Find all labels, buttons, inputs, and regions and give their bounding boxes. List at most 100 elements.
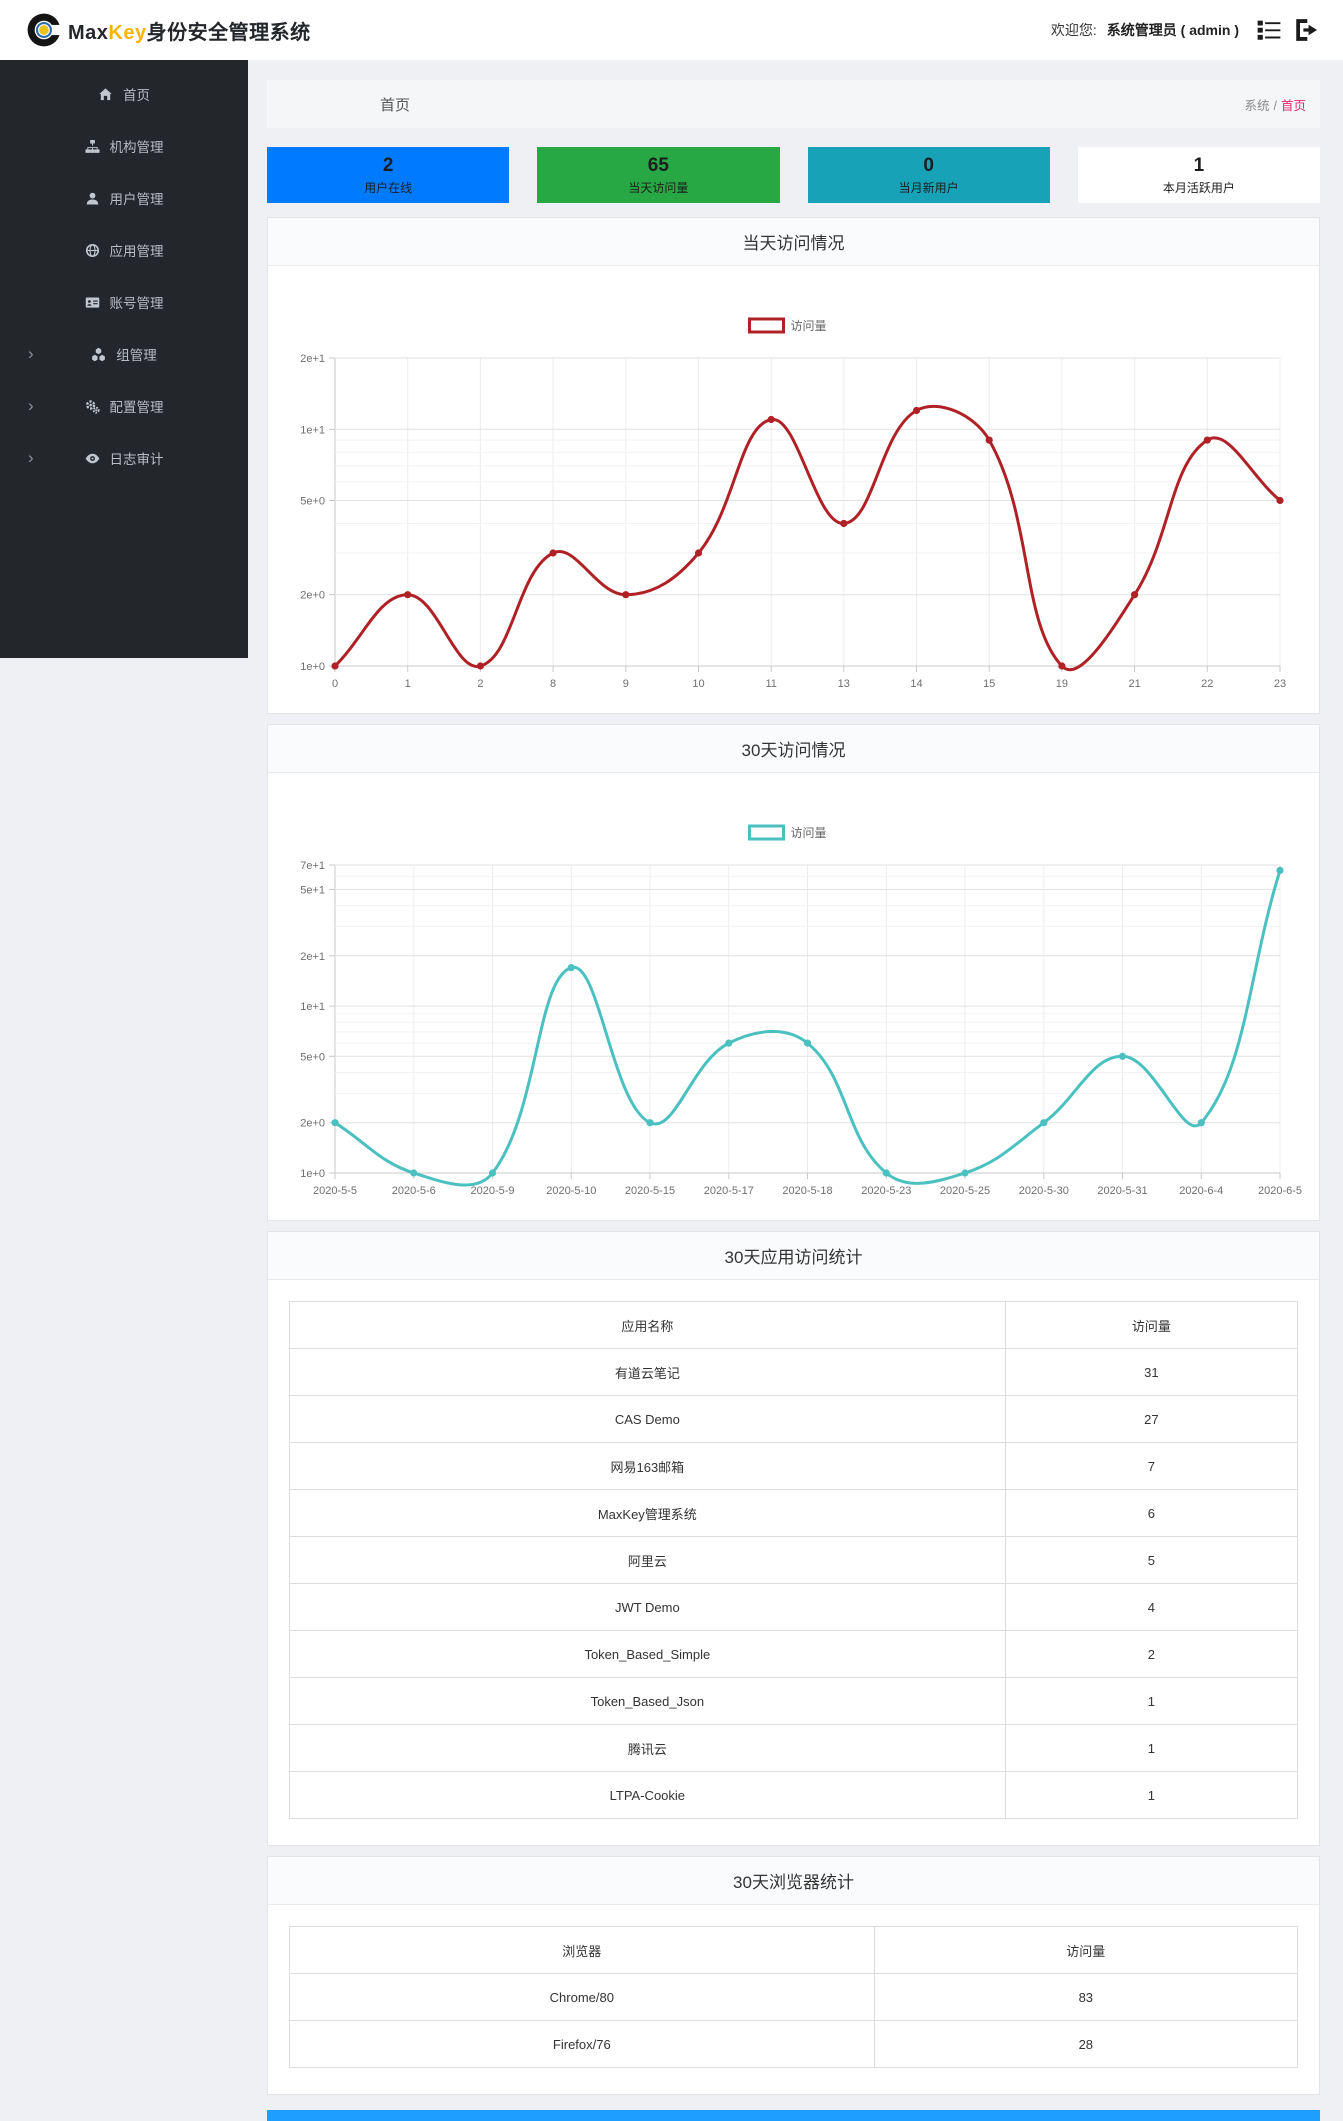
maxkey-logo-icon xyxy=(26,11,64,49)
panel-title: 30天应用访问统计 xyxy=(268,1232,1319,1280)
svg-text:2e+0: 2e+0 xyxy=(300,1118,325,1130)
chevron-right-icon: › xyxy=(28,343,34,363)
table-cell: 31 xyxy=(1004,1348,1299,1396)
svg-text:1e+0: 1e+0 xyxy=(300,1168,325,1180)
svg-text:2020-5-31: 2020-5-31 xyxy=(1097,1185,1147,1197)
svg-text:2020-5-6: 2020-5-6 xyxy=(392,1185,436,1197)
svg-text:2020-5-17: 2020-5-17 xyxy=(704,1185,754,1197)
svg-text:2020-5-10: 2020-5-10 xyxy=(546,1185,596,1197)
svg-text:5e+0: 5e+0 xyxy=(300,496,325,508)
data-point xyxy=(1276,496,1284,505)
table-cell: 1 xyxy=(1004,1677,1299,1725)
stat-card-online-users[interactable]: 2 用户在线 xyxy=(267,147,510,203)
sidebar-item-config[interactable]: › 配置管理 xyxy=(0,380,248,432)
svg-text:2020-5-9: 2020-5-9 xyxy=(470,1185,514,1197)
breadcrumb-current[interactable]: 首页 xyxy=(1280,98,1306,113)
table-cell: 阿里云 xyxy=(289,1536,1006,1584)
svg-text:2e+1: 2e+1 xyxy=(300,951,325,963)
sidebar-item-home[interactable]: 首页 xyxy=(0,68,248,120)
data-point xyxy=(476,662,484,670)
current-username: 系统管理员 ( admin ) xyxy=(1106,22,1239,38)
panel-body: 应用名称 访问量 有道云笔记 31 CAS Demo 27 网易163邮箱 7 MaxKey管理… xyxy=(268,1301,1319,1819)
id-card-icon xyxy=(85,295,100,310)
svg-text:0: 0 xyxy=(332,678,338,690)
data-point xyxy=(767,415,775,424)
brand-title: MaxKey身份安全管理系统 xyxy=(68,21,311,44)
svg-text:2020-5-25: 2020-5-25 xyxy=(940,1185,990,1197)
data-point xyxy=(1058,662,1066,670)
panel-body: 浏览器 访问量 Chrome/80 83 Firefox/76 28 xyxy=(268,1926,1319,2068)
panel-table-1: 30天浏览器统计 浏览器 访问量 Chrome/80 83 Firefox/76 28 xyxy=(267,1856,1320,2095)
table-row: LTPA-Cookie 1 xyxy=(289,1771,1299,1819)
svg-text:21: 21 xyxy=(1128,678,1140,690)
svg-text:2e+1: 2e+1 xyxy=(300,353,325,365)
table-cell: 网易163邮箱 xyxy=(289,1442,1006,1490)
cubes-icon xyxy=(91,347,106,362)
svg-text:8: 8 xyxy=(550,678,556,690)
table-row: 网易163邮箱 7 xyxy=(289,1442,1299,1490)
stat-label: 当月新用户 xyxy=(898,181,959,195)
stat-card-month-new-users[interactable]: 0 当月新用户 xyxy=(807,147,1050,203)
sidebar-item-org[interactable]: 机构管理 xyxy=(0,120,248,172)
stat-value: 1 xyxy=(1193,155,1205,176)
session-list-icon[interactable] xyxy=(1255,17,1282,44)
stat-label: 本月活跃用户 xyxy=(1162,181,1235,195)
svg-text:10: 10 xyxy=(692,678,704,690)
line-chart: 2e+1 1e+1 5e+0 2e+0 1e+0 0 1 2 8 9 10 11 13 14 15 19 21 2… xyxy=(300,317,1286,690)
table-cell: 1 xyxy=(1004,1724,1299,1772)
svg-text:7e+1: 7e+1 xyxy=(300,860,325,872)
eye-icon xyxy=(85,451,100,466)
svg-text:1: 1 xyxy=(405,678,411,690)
data-point xyxy=(840,519,848,528)
stat-card-today-visits[interactable]: 65 当天访问量 xyxy=(537,147,780,203)
column-header: 访问量 xyxy=(1004,1301,1299,1349)
data-point xyxy=(404,591,412,599)
svg-text:22: 22 xyxy=(1201,678,1213,690)
legend-label: 访问量 xyxy=(791,826,827,840)
table-cell: Token_Based_Simple xyxy=(289,1630,1006,1678)
stat-value: 2 xyxy=(382,155,394,176)
svg-text:5e+0: 5e+0 xyxy=(300,1051,325,1063)
sitemap-icon xyxy=(84,139,100,154)
logout-icon[interactable] xyxy=(1292,17,1319,44)
sidebar-item-groups[interactable]: › 组管理 xyxy=(0,328,248,380)
sidebar-item-label: 机构管理 xyxy=(109,140,164,155)
table-header-row: 应用名称 访问量 xyxy=(289,1301,1299,1349)
panel-chart-0: 当天访问情况 2e+1 1e+1 5e+0 2e+0 1e+0 0 1 2 8 9 10 11 13 14 1… xyxy=(267,217,1320,714)
data-point xyxy=(488,1169,497,1177)
stat-card-month-active-users[interactable]: 1 本月活跃用户 xyxy=(1077,147,1320,203)
svg-text:2020-5-23: 2020-5-23 xyxy=(861,1185,911,1197)
data-point xyxy=(1040,1119,1048,1127)
main-content: 首页 系统 / 首页 2 用户在线 65 当天访问量 0 当月新用户 1 本月活跃用户 当天访问情… xyxy=(248,60,1343,2121)
data-point xyxy=(1197,1119,1205,1127)
welcome-text: 欢迎您: xyxy=(1050,22,1097,38)
table-cell: 2 xyxy=(1004,1630,1299,1678)
svg-text:23: 23 xyxy=(1274,678,1286,690)
table-cell: 有道云笔记 xyxy=(289,1348,1006,1396)
stats-row: 2 用户在线 65 当天访问量 0 当月新用户 1 本月活跃用户 xyxy=(267,147,1320,203)
app-header: MaxKey身份安全管理系统 欢迎您: 系统管理员 ( admin ) xyxy=(0,0,1343,60)
table-cell: 腾讯云 xyxy=(289,1724,1006,1772)
sidebar-item-apps[interactable]: 应用管理 xyxy=(0,224,248,276)
table-header-row: 浏览器 访问量 xyxy=(289,1926,1299,1974)
data-point xyxy=(1276,866,1284,874)
svg-text:2020-6-4: 2020-6-4 xyxy=(1179,1185,1223,1197)
sidebar-item-label: 首页 xyxy=(123,88,150,103)
sidebar-item-accounts[interactable]: 账号管理 xyxy=(0,276,248,328)
sidebar-item-audit[interactable]: › 日志审计 xyxy=(0,432,248,484)
panels-container: 当天访问情况 2e+1 1e+1 5e+0 2e+0 1e+0 0 1 2 8 9 10 11 13 14 1… xyxy=(267,217,1320,2095)
sidebar-item-users[interactable]: 用户管理 xyxy=(0,172,248,224)
data-point xyxy=(725,1039,733,1047)
data-point xyxy=(549,549,557,557)
data-point xyxy=(882,1169,890,1177)
data-point xyxy=(961,1169,969,1177)
data-point xyxy=(331,1119,339,1127)
table-row: Token_Based_Json 1 xyxy=(289,1677,1299,1725)
svg-text:19: 19 xyxy=(1056,678,1068,690)
table-cell: MaxKey管理系统 xyxy=(289,1489,1006,1537)
chevron-right-icon: › xyxy=(28,447,34,467)
panel-title: 当天访问情况 xyxy=(268,218,1319,266)
breadcrumb-root[interactable]: 系统 xyxy=(1244,98,1270,113)
legend-swatch xyxy=(748,317,785,334)
table-cell: 4 xyxy=(1004,1583,1299,1631)
